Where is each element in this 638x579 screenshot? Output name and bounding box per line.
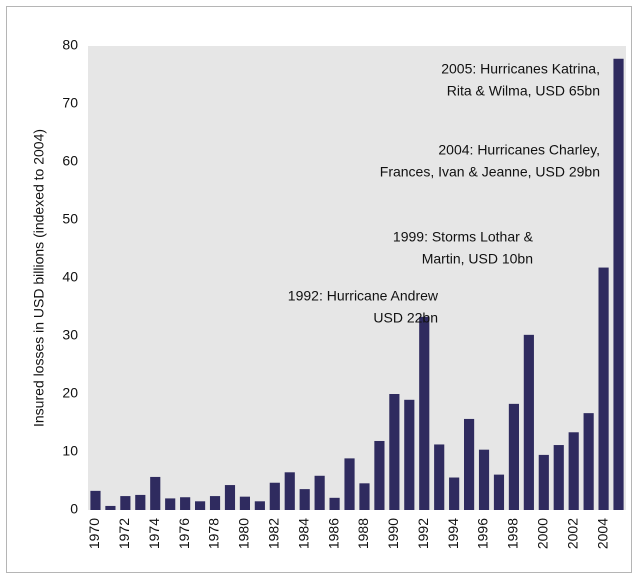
x-tick-label: 1970 [86, 518, 102, 549]
bar [449, 477, 460, 510]
y-tick-label: 10 [62, 443, 78, 459]
bar [389, 394, 400, 510]
plot-area [88, 46, 626, 510]
bar [613, 58, 624, 510]
x-tick-label: 1976 [176, 518, 192, 549]
bar [583, 413, 594, 510]
annotation: Martin, USD 10bn [422, 251, 533, 267]
annotation: 2005: Hurricanes Katrina, [441, 61, 600, 77]
bar [404, 399, 415, 510]
bar [254, 501, 265, 510]
y-tick-label: 80 [62, 37, 78, 53]
x-tick-label: 1980 [236, 518, 252, 549]
bar [165, 498, 176, 510]
y-tick-label: 40 [62, 269, 78, 285]
bar [493, 474, 505, 510]
annotation: Rita & Wilma, USD 65bn [447, 83, 600, 99]
bar [314, 475, 325, 510]
bar [150, 476, 161, 510]
bar [269, 482, 280, 510]
bar [90, 490, 101, 510]
bar [553, 445, 564, 510]
x-tick-label: 1986 [325, 518, 341, 549]
bar [598, 267, 609, 510]
x-tick-label: 2004 [594, 518, 610, 549]
x-tick-label: 1992 [415, 518, 431, 549]
bar [523, 334, 534, 510]
x-tick-label: 1972 [116, 518, 132, 549]
bar [224, 485, 236, 510]
bar [195, 501, 206, 510]
annotation: 2004: Hurricanes Charley, [438, 142, 600, 158]
bar [209, 496, 221, 510]
bar [135, 494, 146, 510]
bar [568, 432, 579, 510]
x-tick-label: 1996 [475, 518, 491, 549]
x-tick-label: 1978 [206, 518, 222, 549]
x-tick-label: 1988 [355, 518, 371, 549]
y-tick-label: 30 [62, 327, 78, 343]
y-tick-label: 20 [62, 385, 78, 401]
y-tick-label: 50 [62, 211, 78, 227]
y-tick-label: 0 [70, 501, 78, 517]
y-tick-label: 70 [62, 95, 78, 111]
bar [508, 403, 519, 510]
annotation: 1999: Storms Lothar & [393, 229, 534, 245]
bar [299, 489, 310, 510]
bar [419, 316, 430, 510]
bar [105, 505, 116, 510]
x-tick-label: 1982 [266, 518, 282, 549]
annotation: 1992: Hurricane Andrew [288, 288, 439, 304]
y-tick-label: 60 [62, 153, 78, 169]
x-tick-label: 2002 [564, 518, 580, 549]
bar [464, 418, 475, 510]
x-tick-label: 1984 [295, 518, 311, 549]
bar [538, 454, 549, 510]
bar [120, 496, 131, 510]
bar [180, 497, 191, 510]
annotation: USD 22bn [373, 310, 438, 326]
y-axis-label: Insured losses in USD billions (indexed … [31, 129, 47, 427]
x-tick-label: 2000 [535, 518, 551, 549]
annotation: Frances, Ivan & Jeanne, USD 29bn [380, 164, 600, 180]
x-tick-label: 1994 [445, 518, 461, 549]
x-tick-label: 1998 [505, 518, 521, 549]
bar [329, 497, 340, 510]
bar [478, 449, 490, 510]
bar [344, 458, 355, 510]
x-tick-label: 1974 [146, 518, 162, 549]
bar [374, 440, 385, 510]
bar [434, 444, 445, 510]
bar [359, 483, 370, 510]
bar [284, 472, 295, 510]
bar [239, 496, 250, 510]
x-tick-label: 1990 [385, 518, 401, 549]
